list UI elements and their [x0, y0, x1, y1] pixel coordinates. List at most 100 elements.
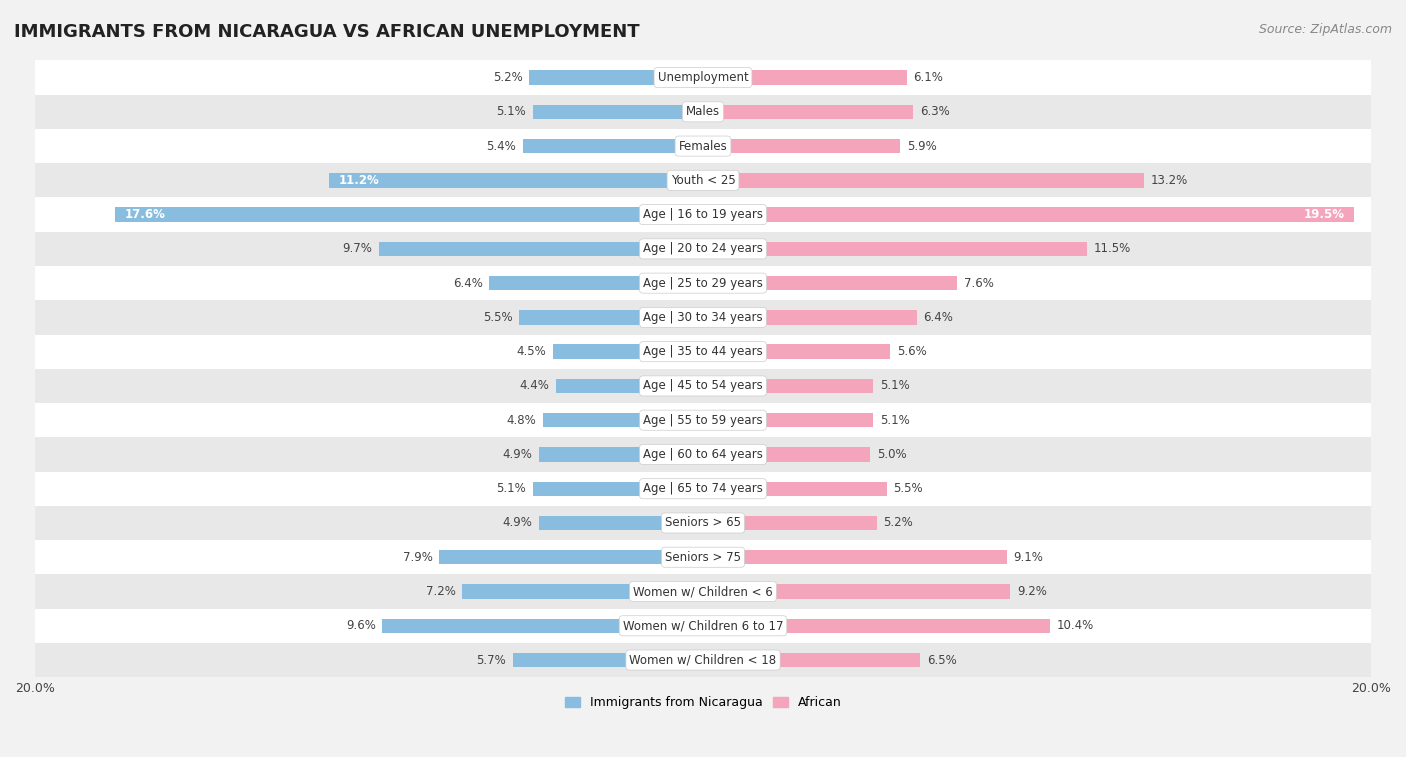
Bar	[540, 447, 703, 462]
Text: 5.7%: 5.7%	[477, 653, 506, 666]
Text: 4.8%: 4.8%	[506, 413, 536, 427]
Text: 7.6%: 7.6%	[963, 276, 994, 290]
Text: 5.0%: 5.0%	[877, 448, 907, 461]
Text: 19.5%: 19.5%	[1303, 208, 1344, 221]
Bar	[703, 276, 957, 291]
Bar	[543, 413, 703, 428]
Text: 5.2%: 5.2%	[883, 516, 912, 529]
Text: 17.6%: 17.6%	[125, 208, 166, 221]
Text: 6.3%: 6.3%	[920, 105, 950, 118]
Text: 13.2%: 13.2%	[1150, 174, 1188, 187]
Bar	[703, 173, 1144, 188]
Text: Age | 60 to 64 years: Age | 60 to 64 years	[643, 448, 763, 461]
Text: 9.6%: 9.6%	[346, 619, 375, 632]
Bar	[35, 198, 1371, 232]
Text: IMMIGRANTS FROM NICARAGUA VS AFRICAN UNEMPLOYMENT: IMMIGRANTS FROM NICARAGUA VS AFRICAN UNE…	[14, 23, 640, 41]
Bar	[523, 139, 703, 153]
Text: Women w/ Children < 6: Women w/ Children < 6	[633, 585, 773, 598]
Text: Age | 45 to 54 years: Age | 45 to 54 years	[643, 379, 763, 392]
Bar	[703, 550, 1007, 565]
Text: Women w/ Children < 18: Women w/ Children < 18	[630, 653, 776, 666]
Legend: Immigrants from Nicaragua, African: Immigrants from Nicaragua, African	[560, 691, 846, 714]
Text: 6.5%: 6.5%	[927, 653, 956, 666]
Bar	[703, 413, 873, 428]
Text: 5.4%: 5.4%	[486, 139, 516, 153]
Text: Age | 30 to 34 years: Age | 30 to 34 years	[643, 311, 763, 324]
Text: 9.1%: 9.1%	[1014, 551, 1043, 564]
Text: 10.4%: 10.4%	[1057, 619, 1094, 632]
Bar	[703, 378, 873, 393]
Text: 7.2%: 7.2%	[426, 585, 456, 598]
Text: Age | 65 to 74 years: Age | 65 to 74 years	[643, 482, 763, 495]
Text: 4.9%: 4.9%	[503, 448, 533, 461]
Bar	[35, 609, 1371, 643]
Bar	[703, 653, 920, 667]
Bar	[35, 61, 1371, 95]
Bar	[703, 241, 1087, 256]
Bar	[519, 310, 703, 325]
Text: 5.5%: 5.5%	[484, 311, 513, 324]
Bar	[35, 129, 1371, 164]
Text: 5.1%: 5.1%	[496, 482, 526, 495]
Text: 4.4%: 4.4%	[519, 379, 550, 392]
Bar	[35, 164, 1371, 198]
Text: 6.4%: 6.4%	[924, 311, 953, 324]
Bar	[463, 584, 703, 599]
Bar	[513, 653, 703, 667]
Bar	[703, 447, 870, 462]
Bar	[382, 618, 703, 633]
Text: 6.4%: 6.4%	[453, 276, 482, 290]
Bar	[703, 516, 877, 530]
Text: 6.1%: 6.1%	[914, 71, 943, 84]
Bar	[703, 344, 890, 359]
Bar	[533, 481, 703, 496]
Text: 4.5%: 4.5%	[516, 345, 546, 358]
Text: Women w/ Children 6 to 17: Women w/ Children 6 to 17	[623, 619, 783, 632]
Bar	[35, 438, 1371, 472]
Text: Age | 35 to 44 years: Age | 35 to 44 years	[643, 345, 763, 358]
Bar	[439, 550, 703, 565]
Text: 11.5%: 11.5%	[1094, 242, 1130, 255]
Bar	[703, 104, 914, 119]
Bar	[35, 540, 1371, 575]
Bar	[35, 266, 1371, 301]
Text: 4.9%: 4.9%	[503, 516, 533, 529]
Bar	[703, 70, 907, 85]
Bar	[35, 403, 1371, 438]
Text: Seniors > 65: Seniors > 65	[665, 516, 741, 529]
Text: 5.1%: 5.1%	[880, 379, 910, 392]
Bar	[703, 481, 887, 496]
Text: 5.9%: 5.9%	[907, 139, 936, 153]
Bar	[35, 506, 1371, 540]
Text: 5.1%: 5.1%	[880, 413, 910, 427]
Bar	[703, 310, 917, 325]
Text: Seniors > 75: Seniors > 75	[665, 551, 741, 564]
Bar	[703, 207, 1354, 222]
Text: 5.2%: 5.2%	[494, 71, 523, 84]
Text: Source: ZipAtlas.com: Source: ZipAtlas.com	[1258, 23, 1392, 36]
Bar	[35, 95, 1371, 129]
Text: Age | 55 to 59 years: Age | 55 to 59 years	[643, 413, 763, 427]
Bar	[35, 335, 1371, 369]
Bar	[35, 643, 1371, 678]
Bar	[529, 70, 703, 85]
Bar	[35, 369, 1371, 403]
Text: Males: Males	[686, 105, 720, 118]
Text: 5.6%: 5.6%	[897, 345, 927, 358]
Text: Age | 16 to 19 years: Age | 16 to 19 years	[643, 208, 763, 221]
Text: Females: Females	[679, 139, 727, 153]
Text: 5.1%: 5.1%	[496, 105, 526, 118]
Bar	[35, 301, 1371, 335]
Bar	[553, 344, 703, 359]
Bar	[35, 575, 1371, 609]
Bar	[703, 618, 1050, 633]
Bar	[329, 173, 703, 188]
Bar	[533, 104, 703, 119]
Bar	[703, 584, 1011, 599]
Text: 5.5%: 5.5%	[893, 482, 922, 495]
Text: 11.2%: 11.2%	[339, 174, 380, 187]
Text: Unemployment: Unemployment	[658, 71, 748, 84]
Text: 9.2%: 9.2%	[1017, 585, 1047, 598]
Bar	[555, 378, 703, 393]
Bar	[115, 207, 703, 222]
